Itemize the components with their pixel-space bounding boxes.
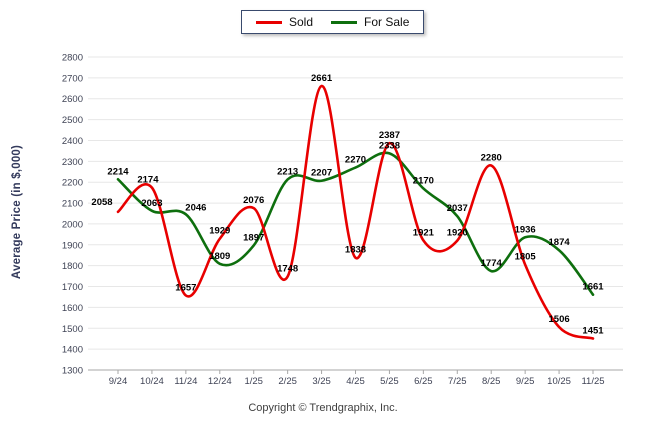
y-tick-label: 2200	[62, 178, 83, 189]
data-label-for-sale: 1936	[515, 224, 536, 235]
y-tick-label: 2800	[62, 53, 83, 64]
y-tick-label: 2400	[62, 136, 83, 147]
data-label-sold: 1838	[345, 245, 366, 256]
y-tick-label: 1700	[62, 282, 83, 293]
y-tick-label: 2000	[62, 219, 83, 230]
chart-legend: Sold For Sale	[241, 10, 425, 34]
data-label-for-sale: 1897	[243, 232, 264, 243]
data-label-for-sale: 2207	[311, 168, 332, 179]
x-tick-label: 9/25	[516, 376, 535, 387]
legend-item-sold: Sold	[256, 16, 313, 28]
data-label-sold: 1748	[277, 264, 298, 275]
sold-line-swatch-icon	[256, 20, 282, 24]
x-tick-label: 3/25	[312, 376, 331, 387]
y-tick-label: 2100	[62, 199, 83, 210]
x-tick-label: 7/25	[448, 376, 467, 387]
data-label-sold: 1451	[582, 325, 604, 336]
data-label-for-sale: 1874	[549, 237, 571, 248]
x-tick-label: 2/25	[278, 376, 297, 387]
data-label-for-sale: 1809	[209, 251, 230, 262]
data-label-sold: 2387	[379, 130, 400, 141]
data-label-sold: 2661	[311, 73, 333, 84]
x-tick-label: 1/25	[244, 376, 263, 387]
data-label-sold: 1920	[447, 228, 468, 239]
y-tick-label: 1300	[62, 366, 83, 377]
data-label-for-sale: 2170	[413, 175, 434, 186]
x-tick-label: 8/25	[482, 376, 501, 387]
y-tick-label: 1800	[62, 261, 83, 272]
data-label-for-sale: 2270	[345, 155, 366, 166]
x-tick-label: 9/24	[109, 376, 128, 387]
series-line-sold	[116, 84, 595, 340]
data-label-for-sale: 2214	[107, 166, 129, 177]
y-tick-label: 2300	[62, 157, 83, 168]
for-sale-line-swatch-icon	[331, 20, 358, 24]
y-tick-label: 2500	[62, 115, 83, 126]
legend-label-for-sale: For Sale	[364, 15, 410, 29]
data-label-sold: 1506	[549, 314, 570, 325]
data-label-sold: 2280	[481, 153, 502, 164]
y-tick-label: 1900	[62, 240, 83, 251]
legend-label-sold: Sold	[289, 15, 314, 29]
data-label-sold: 1805	[515, 252, 537, 263]
data-label-sold: 1657	[175, 283, 196, 294]
data-label-for-sale: 2338	[379, 140, 400, 151]
data-label-sold: 1921	[413, 227, 435, 238]
x-tick-label: 10/24	[140, 376, 164, 387]
legend-item-for-sale: For Sale	[331, 16, 409, 28]
x-tick-label: 4/25	[346, 376, 365, 387]
x-tick-label: 10/25	[547, 376, 571, 387]
data-label-for-sale: 2213	[277, 166, 298, 177]
x-tick-label: 5/25	[380, 376, 399, 387]
data-label-sold: 1929	[209, 226, 230, 237]
data-label-for-sale: 2063	[141, 198, 162, 209]
x-tick-label: 11/25	[581, 376, 604, 387]
x-tick-label: 12/24	[208, 376, 232, 387]
data-label-for-sale: 2037	[447, 203, 468, 214]
x-tick-label: 11/24	[174, 376, 197, 387]
data-label-sold: 2076	[243, 195, 264, 206]
data-label-sold: 2174	[137, 175, 159, 186]
y-tick-label: 2700	[62, 73, 83, 84]
copyright-text: Copyright © Trendgraphix, Inc.	[248, 402, 398, 414]
data-label-for-sale: 1661	[582, 282, 604, 293]
y-tick-label: 1400	[62, 345, 83, 356]
data-label-for-sale: 2046	[185, 202, 206, 213]
series-line-for-sale	[116, 151, 595, 296]
data-label-sold: 2058	[91, 197, 112, 208]
y-tick-label: 1500	[62, 324, 83, 335]
data-label-for-sale: 1774	[481, 258, 503, 269]
y-tick-label: 1600	[62, 303, 83, 314]
y-tick-label: 2600	[62, 94, 83, 105]
x-tick-label: 6/25	[414, 376, 433, 387]
